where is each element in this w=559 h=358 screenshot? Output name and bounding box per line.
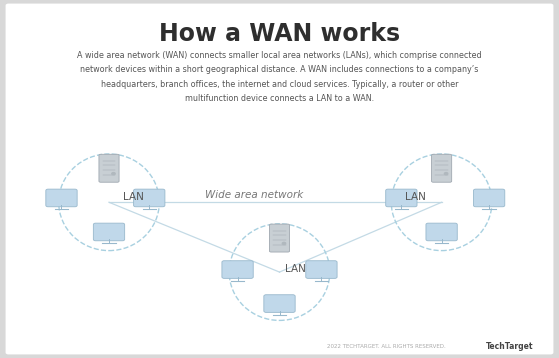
FancyBboxPatch shape xyxy=(432,154,452,182)
FancyBboxPatch shape xyxy=(426,223,457,241)
FancyBboxPatch shape xyxy=(306,261,337,279)
FancyBboxPatch shape xyxy=(99,154,119,182)
Circle shape xyxy=(282,242,286,245)
FancyBboxPatch shape xyxy=(269,224,290,252)
Text: 2022 TECHTARGET. ALL RIGHTS RESERVED.: 2022 TECHTARGET. ALL RIGHTS RESERVED. xyxy=(327,344,446,349)
Text: multifunction device connects a LAN to a WAN.: multifunction device connects a LAN to a… xyxy=(185,94,374,103)
Text: headquarters, branch offices, the internet and cloud services. Typically, a rout: headquarters, branch offices, the intern… xyxy=(101,79,458,89)
Text: How a WAN works: How a WAN works xyxy=(159,22,400,46)
Text: LAN: LAN xyxy=(123,192,144,202)
FancyBboxPatch shape xyxy=(93,223,125,241)
FancyBboxPatch shape xyxy=(264,295,295,313)
Circle shape xyxy=(112,173,115,175)
Text: Wide area network: Wide area network xyxy=(205,190,304,200)
Text: network devices within a short geographical distance. A WAN includes connections: network devices within a short geographi… xyxy=(80,65,479,74)
FancyBboxPatch shape xyxy=(222,261,253,279)
FancyBboxPatch shape xyxy=(134,189,165,207)
Text: LAN: LAN xyxy=(285,263,306,274)
FancyBboxPatch shape xyxy=(46,189,77,207)
Text: A wide area network (WAN) connects smaller local area networks (LANs), which com: A wide area network (WAN) connects small… xyxy=(77,51,482,60)
Text: LAN: LAN xyxy=(405,192,426,202)
FancyBboxPatch shape xyxy=(473,189,505,207)
Circle shape xyxy=(444,173,448,175)
FancyBboxPatch shape xyxy=(386,189,417,207)
Text: TechTarget: TechTarget xyxy=(486,342,534,351)
